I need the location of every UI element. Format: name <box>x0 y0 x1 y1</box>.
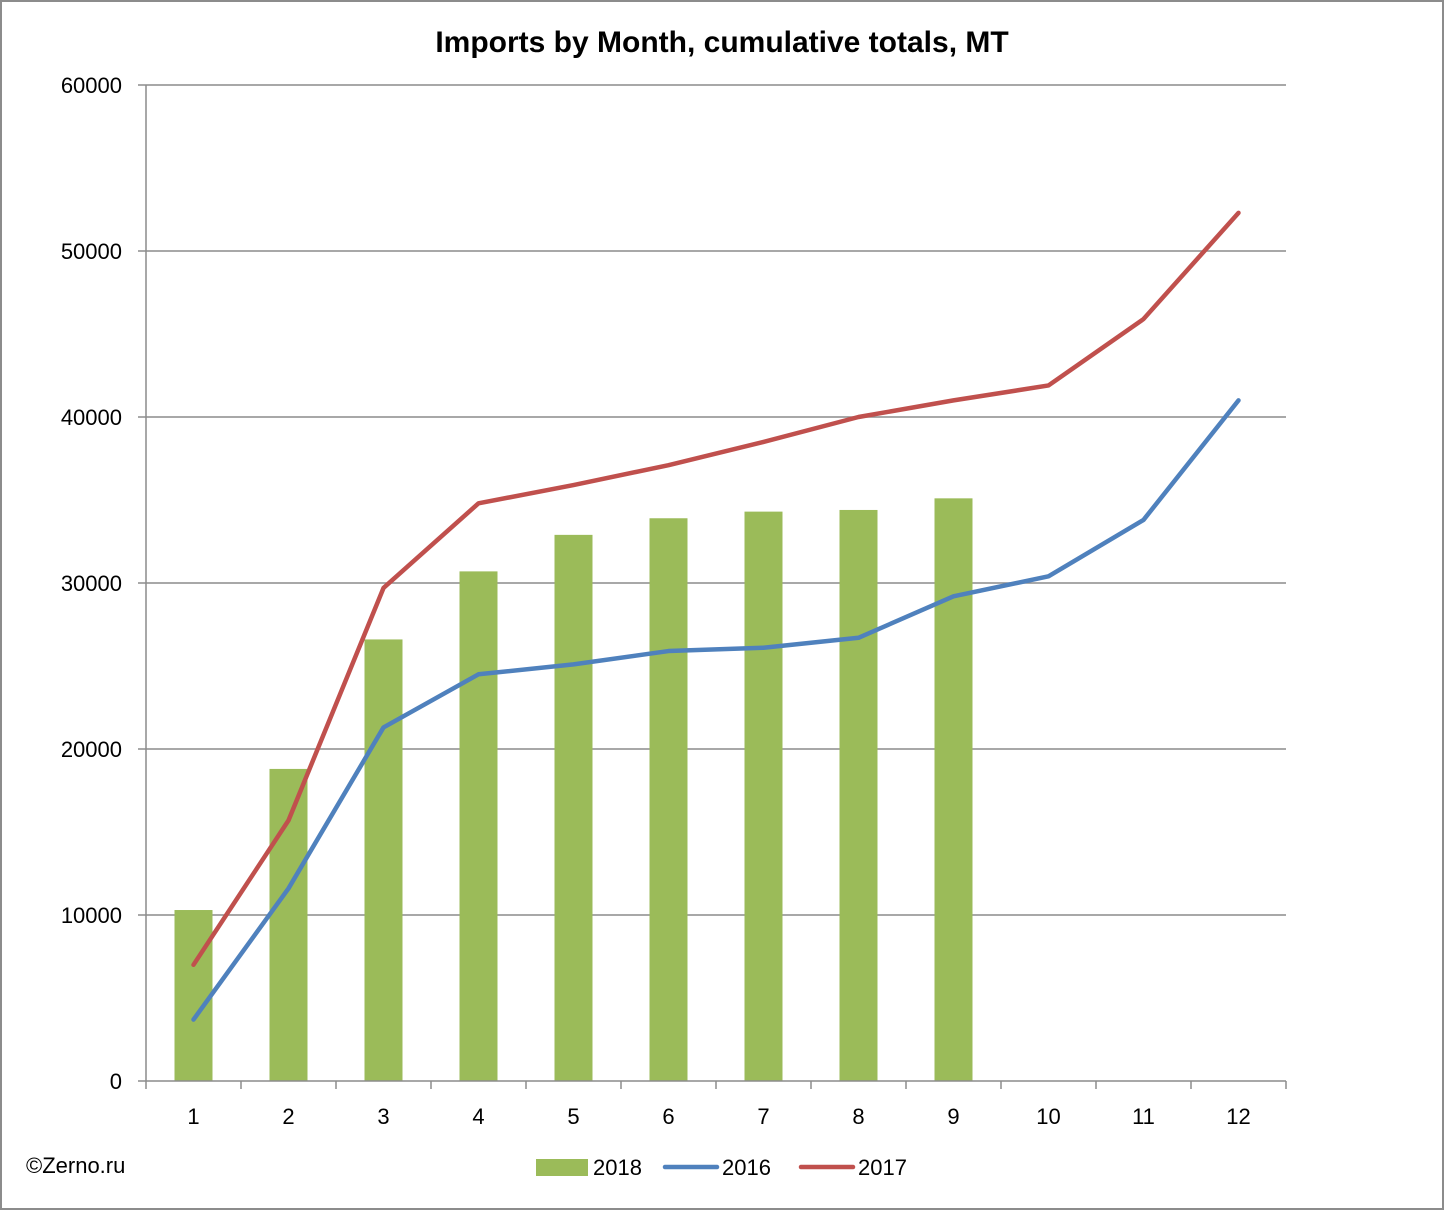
legend: 2018 2016 2017 <box>536 1155 907 1180</box>
line-series <box>191 210 1241 1022</box>
axes <box>138 84 1287 1089</box>
x-tick-label: 4 <box>472 1104 484 1129</box>
y-axis-tick-labels: 0 10000 20000 30000 40000 50000 60000 <box>61 73 122 1094</box>
bar-2018-9 <box>934 498 973 1082</box>
x-tick-label: 7 <box>757 1104 769 1129</box>
x-tick-label: 12 <box>1226 1104 1250 1129</box>
y-tick-label: 10000 <box>61 903 122 928</box>
bar-2018-7 <box>744 511 783 1081</box>
bar-2018-1 <box>174 910 213 1081</box>
legend-label-2016: 2016 <box>722 1155 771 1180</box>
x-axis-tick-labels: 1 2 3 4 5 6 7 8 9 10 11 12 <box>187 1104 1250 1129</box>
chart-title: Imports by Month, cumulative totals, MT <box>435 26 1009 59</box>
y-tick-label: 40000 <box>61 405 122 430</box>
y-tick-label: 30000 <box>61 571 122 596</box>
bar-2018-5 <box>554 534 593 1081</box>
series-line-2016 <box>191 398 1241 1022</box>
x-tick-label: 1 <box>187 1104 199 1129</box>
y-tick-label: 60000 <box>61 73 122 98</box>
x-tick-label: 5 <box>567 1104 579 1129</box>
bar-2018-3 <box>364 639 403 1081</box>
x-tick-label: 11 <box>1132 1104 1155 1129</box>
bar-2018-8 <box>839 509 878 1082</box>
series-line-2017 <box>191 210 1241 968</box>
bar-2018-4 <box>459 571 498 1081</box>
y-tick-label: 0 <box>110 1069 122 1094</box>
legend-swatch-2018 <box>536 1159 588 1176</box>
y-tick-label: 20000 <box>61 737 122 762</box>
x-tick-label: 9 <box>947 1104 959 1129</box>
legend-label-2017: 2017 <box>858 1155 907 1180</box>
x-tick-label: 2 <box>282 1104 294 1129</box>
gridlines <box>146 84 1286 916</box>
x-tick-label: 3 <box>377 1104 389 1129</box>
x-tick-label: 6 <box>662 1104 674 1129</box>
bar-2018-6 <box>649 518 688 1081</box>
y-tick-label: 50000 <box>61 239 122 264</box>
x-tick-label: 8 <box>852 1104 864 1129</box>
bar-series-2018 <box>174 498 973 1082</box>
source-credit: ©Zerno.ru <box>26 1153 126 1178</box>
x-tick-label: 10 <box>1036 1104 1060 1129</box>
legend-label-2018: 2018 <box>593 1155 642 1180</box>
